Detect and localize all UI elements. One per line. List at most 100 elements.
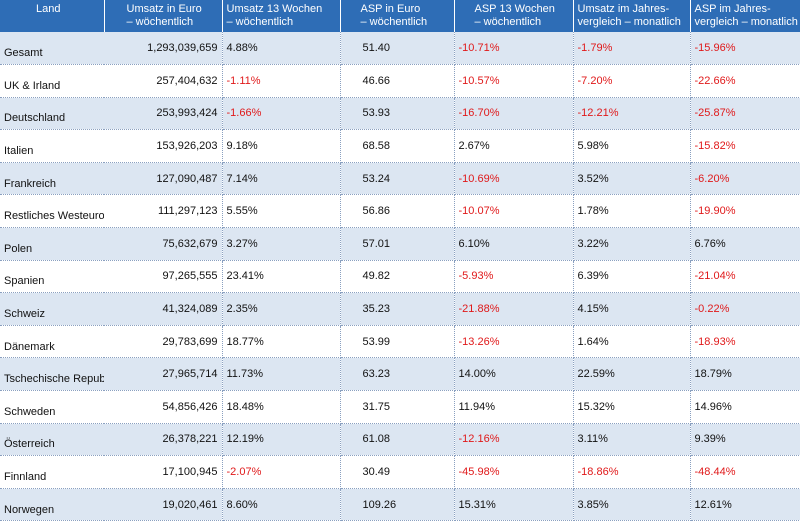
cell-umsatz-jahresvergleich: 3.22%: [573, 227, 691, 261]
cell-asp-jahresvergleich: -25.87%: [690, 97, 800, 131]
table-row: Frankreich 127,090,487 7.14% 53.24 -10.69% 3.…: [0, 162, 800, 196]
cell-asp-13-wochen: -45.98%: [454, 455, 574, 489]
cell-country: Finnland: [0, 455, 104, 489]
cell-asp-13-wochen: 6.10%: [454, 227, 574, 261]
cell-country: Frankreich: [0, 162, 104, 196]
cell-country: Österreich: [0, 423, 104, 457]
cell-country: Norwegen: [0, 488, 104, 522]
header-row: Land Umsatz in Euro – wöchentlich Umsatz …: [0, 0, 800, 32]
table-row: Italien 153,926,203 9.18% 68.58 2.67% 5.98% -1…: [0, 129, 800, 163]
cell-country: Restliches Westeuropa: [0, 194, 104, 229]
table-row: UK & Irland 257,404,632 -1.11% 46.66 -10.57%…: [0, 64, 800, 98]
cell-umsatz: 26,378,221: [104, 423, 223, 457]
cell-asp-13-wochen: -21.88%: [454, 292, 574, 326]
cell-country: UK & Irland: [0, 64, 104, 98]
cell-asp-13-wochen: -5.93%: [454, 260, 574, 294]
cell-umsatz-13-wochen: 12.19%: [222, 423, 341, 457]
cell-umsatz: 97,265,555: [104, 260, 223, 294]
cell-umsatz: 1,293,039,659: [104, 32, 223, 66]
cell-country: Schweden: [0, 390, 104, 424]
cell-umsatz-jahresvergleich: 22.59%: [573, 357, 691, 392]
table-body: Gesamt 1,293,039,659 4.88% 51.40 -10.71% -1.7…: [0, 32, 800, 522]
cell-umsatz-13-wochen: 9.18%: [222, 129, 341, 163]
cell-umsatz: 257,404,632: [104, 64, 223, 98]
cell-asp-13-wochen: -12.16%: [454, 423, 574, 457]
cell-asp-jahresvergleich: 14.96%: [690, 390, 800, 424]
table-row: Norwegen 19,020,461 8.60% 109.26 15.31% 3.85%…: [0, 488, 800, 522]
header-asp-13-wochen: ASP 13 Wochen – wöchentlich: [454, 0, 574, 32]
table-row: Tschechische Republik27,965,71411.73%63.…: [0, 357, 800, 392]
cell-umsatz-13-wochen: 23.41%: [222, 260, 341, 294]
cell-asp-jahresvergleich: -0.22%: [690, 292, 800, 326]
cell-asp-13-wochen: -10.71%: [454, 32, 574, 66]
cell-country: Tschechische Republik: [0, 357, 104, 392]
cell-umsatz-13-wochen: -2.07%: [222, 455, 341, 489]
cell-umsatz-jahresvergleich: 1.64%: [573, 325, 691, 359]
cell-asp: 30.49: [340, 455, 455, 489]
cell-asp: 46.66: [340, 64, 455, 98]
header-umsatz-13-wochen: Umsatz 13 Wochen – wöchentlich: [222, 0, 341, 32]
cell-umsatz-jahresvergleich: -12.21%: [573, 97, 691, 131]
cell-asp-jahresvergleich: 6.76%: [690, 227, 800, 261]
cell-umsatz-jahresvergleich: 15.32%: [573, 390, 691, 424]
cell-asp-jahresvergleich: 18.79%: [690, 357, 800, 392]
cell-asp: 53.99: [340, 325, 455, 359]
cell-asp-jahresvergleich: 12.61%: [690, 488, 800, 522]
cell-umsatz-13-wochen: -1.11%: [222, 64, 341, 98]
cell-umsatz-13-wochen: 3.27%: [222, 227, 341, 261]
cell-umsatz: 41,324,089: [104, 292, 223, 326]
cell-asp-13-wochen: 14.00%: [454, 357, 574, 392]
cell-asp-jahresvergleich: 9.39%: [690, 423, 800, 457]
cell-umsatz-jahresvergleich: 5.98%: [573, 129, 691, 163]
cell-country: Gesamt: [0, 32, 104, 66]
cell-asp-13-wochen: 11.94%: [454, 390, 574, 424]
cell-umsatz: 127,090,487: [104, 162, 223, 196]
cell-umsatz: 19,020,461: [104, 488, 223, 522]
cell-umsatz-jahresvergleich: 3.85%: [573, 488, 691, 522]
cell-umsatz-13-wochen: 18.77%: [222, 325, 341, 359]
cell-asp: 63.23: [340, 357, 455, 392]
header-asp: ASP in Euro – wöchentlich: [340, 0, 455, 32]
header-umsatz: Umsatz in Euro – wöchentlich: [104, 0, 223, 32]
cell-asp-jahresvergleich: -6.20%: [690, 162, 800, 196]
cell-asp-jahresvergleich: -22.66%: [690, 64, 800, 98]
cell-umsatz-jahresvergleich: 1.78%: [573, 194, 691, 229]
cell-asp: 35.23: [340, 292, 455, 326]
cell-asp-jahresvergleich: -48.44%: [690, 455, 800, 489]
cell-asp-jahresvergleich: -15.96%: [690, 32, 800, 66]
cell-umsatz-jahresvergleich: -7.20%: [573, 64, 691, 98]
cell-asp-13-wochen: -10.07%: [454, 194, 574, 229]
cell-asp-13-wochen: 2.67%: [454, 129, 574, 163]
cell-umsatz-jahresvergleich: -1.79%: [573, 32, 691, 66]
cell-umsatz: 29,783,699: [104, 325, 223, 359]
cell-asp: 61.08: [340, 423, 455, 457]
cell-umsatz: 111,297,123: [104, 194, 223, 229]
cell-asp: 31.75: [340, 390, 455, 424]
cell-asp-13-wochen: -16.70%: [454, 97, 574, 131]
cell-umsatz: 153,926,203: [104, 129, 223, 163]
table-row: Schweiz 41,324,089 2.35% 35.23 -21.88% 4.15% -…: [0, 292, 800, 326]
cell-country: Deutschland: [0, 97, 104, 131]
cell-country: Italien: [0, 129, 104, 163]
cell-country: Spanien: [0, 260, 104, 294]
cell-umsatz: 253,993,424: [104, 97, 223, 131]
cell-umsatz-13-wochen: 4.88%: [222, 32, 341, 66]
cell-country: Dänemark: [0, 325, 104, 359]
table-row: Finnland 17,100,945 -2.07% 30.49 -45.98% -18.…: [0, 455, 800, 489]
table-row: Schweden 54,856,426 18.48% 31.75 11.94% 15.32…: [0, 390, 800, 424]
table-row: Gesamt 1,293,039,659 4.88% 51.40 -10.71% -1.7…: [0, 32, 800, 66]
cell-umsatz-jahresvergleich: 4.15%: [573, 292, 691, 326]
cell-asp-jahresvergleich: -18.93%: [690, 325, 800, 359]
cell-country: Polen: [0, 227, 104, 261]
cell-umsatz: 27,965,714: [104, 357, 223, 392]
cell-asp-jahresvergleich: -21.04%: [690, 260, 800, 294]
table-row: Restliches Westeuropa111,297,1235.55%56.…: [0, 194, 800, 229]
cell-asp: 53.24: [340, 162, 455, 196]
table-row: Österreich 26,378,221 12.19% 61.08 -12.16% 3.…: [0, 423, 800, 457]
cell-umsatz: 75,632,679: [104, 227, 223, 261]
cell-umsatz-13-wochen: 7.14%: [222, 162, 341, 196]
header-land: Land: [0, 0, 105, 32]
cell-umsatz-jahresvergleich: 3.52%: [573, 162, 691, 196]
cell-umsatz-13-wochen: 8.60%: [222, 488, 341, 522]
cell-umsatz-13-wochen: 18.48%: [222, 390, 341, 424]
